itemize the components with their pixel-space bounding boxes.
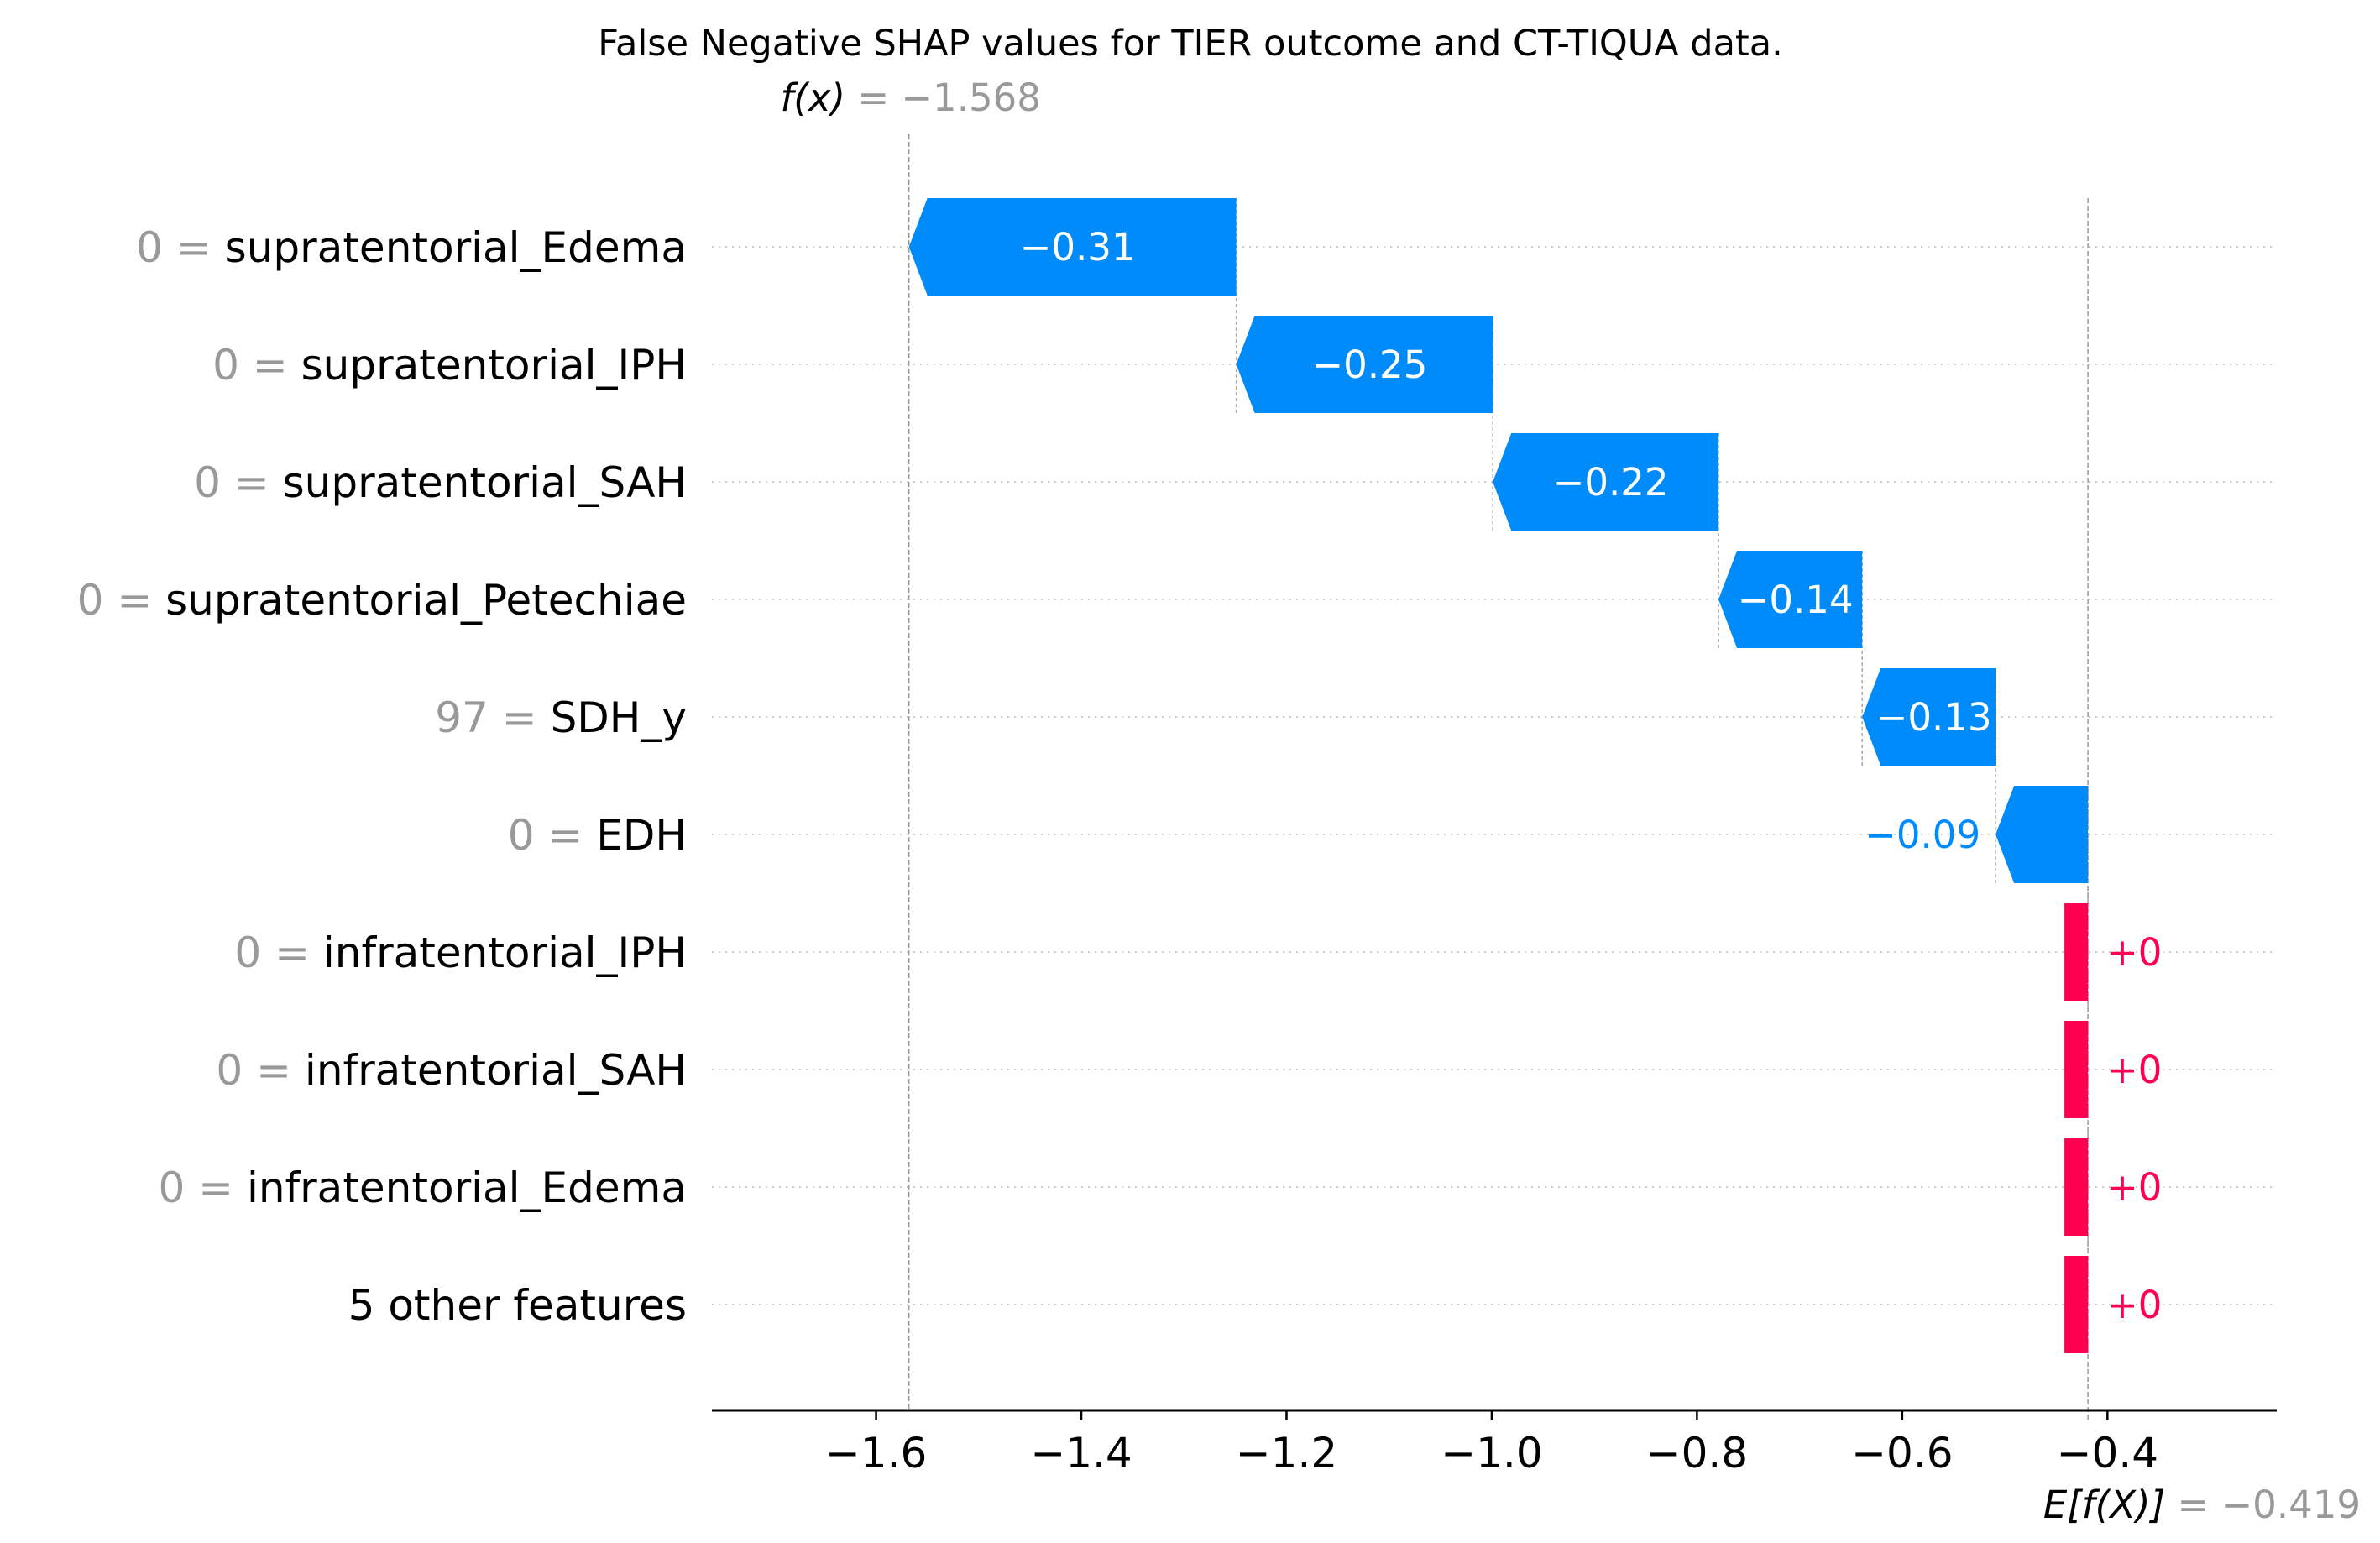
x-tick-label: −0.4 [2057,1429,2158,1478]
feature-name: 5 other features [348,1281,687,1330]
feature-label: 5 other features [348,1281,687,1330]
shap-bar [2064,1021,2089,1118]
feature-label: 0 = supratentorial_Petechiae [77,576,687,625]
feature-name: supratentorial_Petechiae [165,576,687,625]
x-tick-label: −1.4 [1030,1429,1132,1478]
connector-lines [908,134,2089,1420]
feature-name: supratentorial_Edema [225,223,687,272]
chart-title: False Negative SHAP values for TIER outc… [598,23,1783,65]
feature-value: 0 = [216,1046,305,1095]
feature-name: infratentorial_SAH [305,1046,687,1095]
shap-bar [1862,668,1996,766]
x-tick-label: −1.6 [825,1429,927,1478]
feature-value: 0 = [194,458,283,507]
shap-value-label: −0.13 [1876,695,1992,740]
feature-value: 97 = [435,693,550,742]
shap-value-label: +0 [2106,1283,2162,1327]
feature-name: EDH [596,811,687,860]
feature-label: 0 = infratentorial_SAH [216,1046,687,1095]
x-tick-label: −0.8 [1646,1429,1748,1478]
shap-bar [1493,433,1719,531]
efx-annotation: E[f(X)] = −0.419 [2043,1483,2361,1527]
x-axis: −1.6 −1.4 −1.2 −1.0 −0.8 −0.6 −0.4 [712,1409,2277,1478]
shap-value-label: −0.14 [1738,578,1854,622]
grid-lines [712,246,2277,1305]
efx-label: E[f(X)] [2043,1483,2178,1527]
x-tick-label: −1.0 [1441,1429,1542,1478]
feature-name: supratentorial_SAH [283,458,687,507]
shap-value-label: +0 [2106,1048,2162,1092]
feature-name: supratentorial_IPH [301,341,687,390]
feature-label: 0 = EDH [508,811,687,860]
shap-bar [2064,903,2089,1001]
shap-value-label: −0.31 [1020,225,1136,269]
feature-label: 0 = infratentorial_IPH [234,928,687,977]
feature-label: 0 = supratentorial_IPH [212,341,687,390]
bars [908,198,2089,1353]
feature-label: 0 = supratentorial_Edema [136,223,687,272]
shap-value-label: −0.25 [1311,343,1427,387]
fx-annotation: f(x) = −1.568 [780,76,1040,120]
x-tick-label: −0.6 [1851,1429,1953,1478]
feature-label: 97 = SDH_y [435,693,687,742]
shap-value-label: −0.09 [1865,813,1980,857]
shap-bar [1236,316,1493,413]
feature-value: 0 = [234,928,323,977]
efx-value: = −0.419 [2177,1483,2361,1527]
feature-name: SDH_y [551,693,687,742]
feature-value: 0 = [508,811,597,860]
shap-value-label: +0 [2106,1165,2162,1210]
feature-label: 0 = infratentorial_Edema [158,1164,687,1212]
feature-label: 0 = supratentorial_SAH [194,458,687,507]
fx-value: = −1.568 [857,76,1041,120]
shap-value-label: −0.22 [1553,460,1669,505]
shap-bar [908,198,1237,296]
x-tick-label: −1.2 [1236,1429,1337,1478]
feature-name: infratentorial_IPH [323,928,687,977]
feature-name: infratentorial_Edema [247,1164,687,1212]
feature-value: 0 = [212,341,301,390]
feature-value: 0 = [77,576,166,625]
shap-bar [1718,551,1863,648]
fx-label: f(x) [780,76,857,120]
shap-value-label: +0 [2106,930,2162,975]
shap-bar [2064,1256,2089,1353]
shap-bar [1996,786,2089,883]
feature-labels: −0.31 0 = supratentorial_Edema −0.25 0 = su… [77,223,2163,1330]
annotations: f(x) = −1.568 E[f(X)] = −0.419 [780,76,2361,1527]
feature-value: 0 = [158,1164,247,1212]
shap-bar [2064,1138,2089,1236]
feature-value: 0 = [136,223,225,272]
